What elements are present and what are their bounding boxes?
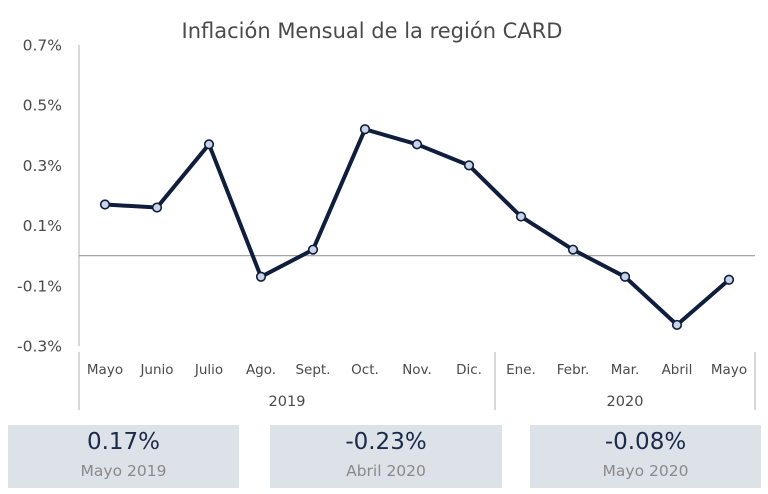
line-chart: Inflación Mensual de la región CARD 0.7%… xyxy=(17,19,756,410)
x-axis: Mayo Junio Julio Ago. Sept. Oct. Nov. Dic. Ene. F… xyxy=(78,255,756,410)
summary-label: Mayo 2020 xyxy=(602,462,689,480)
data-point xyxy=(567,244,579,255)
y-tick-label: -0.3% xyxy=(17,338,62,356)
data-point xyxy=(671,319,683,331)
x-tick-label: Ene. xyxy=(506,362,536,378)
data-point xyxy=(255,271,267,282)
series-line xyxy=(104,127,731,327)
chart-title: Inflación Mensual de la región CARD xyxy=(182,19,563,43)
y-tick-label: 0.5% xyxy=(23,97,62,115)
x-tick-label: Ago. xyxy=(246,362,276,378)
summary-cards: 0.17% Mayo 2019 -0.23% Abril 2020 -0.08%… xyxy=(0,425,768,488)
data-point xyxy=(619,271,631,282)
y-tick-label: 0.3% xyxy=(23,157,62,175)
y-tick-label: -0.1% xyxy=(17,277,62,295)
x-tick-label: Dic. xyxy=(456,362,482,378)
x-tick-label: Julio xyxy=(194,362,223,378)
x-tick-label: Mar. xyxy=(611,362,640,378)
summary-card-3: -0.08% Mayo 2020 xyxy=(530,425,761,488)
data-point xyxy=(515,211,527,222)
data-point xyxy=(359,124,371,135)
summary-value: -0.23% xyxy=(345,429,427,455)
summary-card-2: -0.23% Abril 2020 xyxy=(270,425,502,488)
series-layer xyxy=(99,124,735,331)
data-point xyxy=(203,139,215,150)
x-tick-label: Febr. xyxy=(557,362,590,378)
y-tick-label: 0.7% xyxy=(23,37,62,55)
data-point xyxy=(151,202,163,213)
x-group-label: 2020 xyxy=(607,394,644,410)
summary-value: -0.08% xyxy=(604,429,687,455)
data-point xyxy=(463,160,475,171)
data-point xyxy=(411,139,423,150)
x-tick-label: Junio xyxy=(139,362,173,378)
x-tick-label: Abril xyxy=(662,362,693,378)
x-tick-label: Sept. xyxy=(295,362,330,378)
summary-label: Abril 2020 xyxy=(346,462,426,480)
x-group-label: 2019 xyxy=(269,394,306,410)
x-tick-label: Nov. xyxy=(402,362,432,378)
x-tick-label: Mayo xyxy=(711,362,747,378)
x-tick-label: Oct. xyxy=(351,362,379,378)
summary-label: Mayo 2019 xyxy=(80,462,167,480)
y-axis: 0.7% 0.5% 0.3% 0.1% -0.1% -0.3% xyxy=(17,37,80,356)
data-point xyxy=(99,199,111,210)
summary-card-1: 0.17% Mayo 2019 xyxy=(8,425,239,488)
x-tick-label: Mayo xyxy=(87,362,123,378)
data-point xyxy=(723,274,735,285)
data-point xyxy=(307,244,319,255)
y-tick-label: 0.1% xyxy=(23,217,62,235)
summary-value: 0.17% xyxy=(86,429,161,455)
